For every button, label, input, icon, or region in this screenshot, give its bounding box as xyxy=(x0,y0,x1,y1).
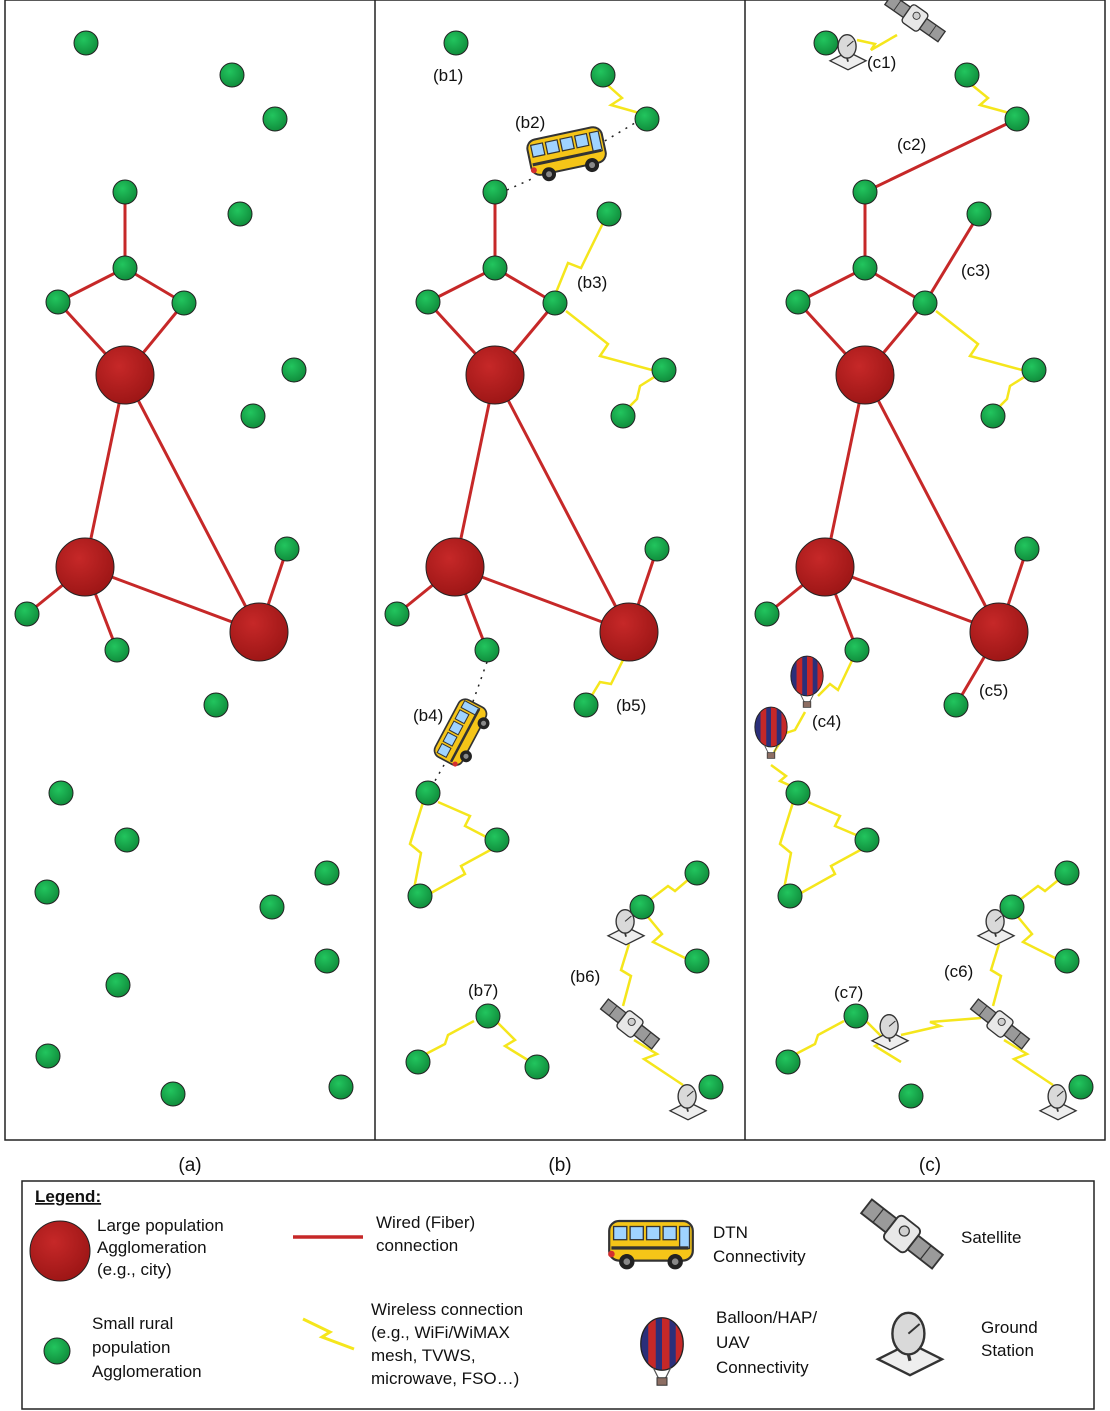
legend-wired-line-2: connection xyxy=(376,1236,458,1255)
balloon-icon xyxy=(755,707,787,758)
label-b7: (b7) xyxy=(468,981,498,1000)
satellite-icon xyxy=(967,994,1033,1054)
panel-c: (c1) (c2) (c3) (c4) (c5) (c6) (c7) xyxy=(754,0,1094,1121)
legend-title: Legend: xyxy=(35,1187,101,1206)
label-b3: (b3) xyxy=(577,273,607,292)
label-b6: (b6) xyxy=(570,967,600,986)
label-c1: (c1) xyxy=(867,53,896,72)
small-nodes-c xyxy=(754,30,1094,1109)
panels-frame xyxy=(4,0,1106,1141)
legend-small-line-1: Small rural xyxy=(92,1314,173,1333)
legend-wireless-line-1: Wireless connection xyxy=(371,1300,523,1319)
small-nodes-a xyxy=(14,30,354,1107)
panel-caption-a: (a) xyxy=(178,1155,201,1176)
legend-ground-line-2: Station xyxy=(981,1341,1034,1360)
label-b2: (b2) xyxy=(515,113,545,132)
label-b5: (b5) xyxy=(616,696,646,715)
panel-a xyxy=(14,30,354,1107)
legend-wireless-line-4: microwave, FSO…) xyxy=(371,1369,519,1388)
legend-dtn-line-2: Connectivity xyxy=(713,1247,806,1266)
label-b4: (b4) xyxy=(413,706,443,725)
balloon-icon xyxy=(791,656,823,707)
legend-wired-line-1: Wired (Fiber) xyxy=(376,1213,475,1232)
large-nodes-a xyxy=(55,345,289,662)
satellite-icon xyxy=(597,994,663,1054)
legend-large-line-1: Large population xyxy=(97,1216,224,1235)
legend-balloon-line-3: Connectivity xyxy=(716,1358,809,1377)
panel-caption-b: (b) xyxy=(548,1155,571,1176)
label-c6: (c6) xyxy=(944,962,973,981)
label-c5: (c5) xyxy=(979,681,1008,700)
legend-large-line-3: (e.g., city) xyxy=(97,1260,172,1279)
label-b1: (b1) xyxy=(433,66,463,85)
legend-dtn-line-1: DTN xyxy=(713,1223,748,1242)
bus-icon xyxy=(523,124,611,186)
large-nodes-b xyxy=(425,345,659,662)
legend-ground-line-1: Ground xyxy=(981,1318,1038,1337)
legend-small-node-icon xyxy=(43,1337,71,1365)
legend-large-node-icon xyxy=(29,1220,91,1282)
label-c7: (c7) xyxy=(834,983,863,1002)
legend-small-line-3: Agglomeration xyxy=(92,1362,202,1381)
large-nodes-c xyxy=(795,345,1029,662)
legend-wireless-line-2: (e.g., WiFi/WiMAX xyxy=(371,1323,510,1342)
panel-caption-c: (c) xyxy=(919,1155,941,1176)
legend-balloon-line-1: Balloon/HAP/ xyxy=(716,1308,817,1327)
small-nodes-b xyxy=(384,30,724,1100)
wireless-links-b xyxy=(408,80,703,1087)
label-c3: (c3) xyxy=(961,261,990,280)
dtn-paths-b xyxy=(431,119,641,787)
panel-b: (b1) (b2) (b3) (b4) (b5) (b6) (b7) xyxy=(384,30,724,1121)
legend-small-line-2: population xyxy=(92,1338,170,1357)
legend-large-line-2: Agglomeration xyxy=(97,1238,207,1257)
wireless-bolt-icon xyxy=(302,1317,355,1351)
legend-wireless-line-3: mesh, TVWS, xyxy=(371,1346,476,1365)
legend-satellite-label: Satellite xyxy=(961,1228,1021,1247)
label-c2: (c2) xyxy=(897,135,926,154)
legend: Legend: Large population Agglomeration (… xyxy=(21,1180,1095,1410)
legend-balloon-line-2: UAV xyxy=(716,1333,750,1352)
label-c4: (c4) xyxy=(812,712,841,731)
